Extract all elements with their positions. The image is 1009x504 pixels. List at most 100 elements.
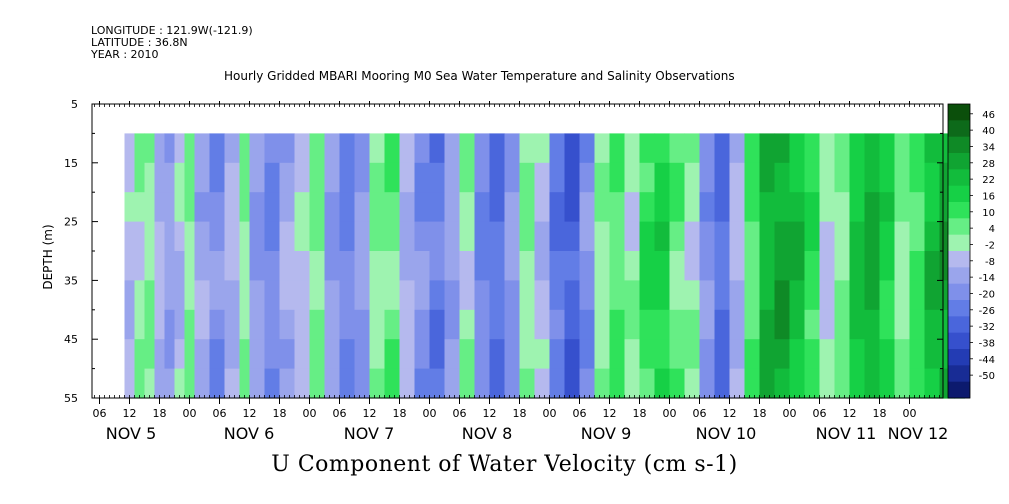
heatmap-cell [564, 192, 581, 223]
colorbar-swatch [948, 120, 970, 138]
heatmap-cell [669, 221, 686, 252]
heatmap-cell [714, 309, 731, 340]
heatmap-cell [909, 133, 926, 164]
heatmap-cell [174, 251, 186, 281]
heatmap-cell [759, 251, 776, 281]
heatmap-cell [879, 133, 896, 164]
colorbar-label: 4 [989, 224, 995, 235]
heatmap-cell [239, 251, 251, 281]
heatmap-cell [924, 309, 941, 340]
colorbar-swatch [948, 234, 970, 252]
heatmap-cell [504, 133, 521, 164]
heatmap-cell [249, 221, 266, 252]
heatmap-cell [564, 133, 581, 164]
y-axis-label: DEPTH (m) [41, 224, 55, 289]
heatmap-cell [209, 280, 226, 311]
heatmap-cell [909, 162, 926, 193]
heatmap-cell [609, 192, 626, 223]
heatmap-cell [924, 368, 941, 399]
heatmap-cell [399, 192, 416, 223]
heatmap-cell [744, 280, 761, 311]
heatmap-cell [684, 368, 701, 399]
colorbar-swatch [948, 202, 970, 219]
heatmap-cell [804, 192, 821, 223]
heatmap-cell [699, 221, 716, 252]
heatmap-cell [894, 339, 911, 370]
heatmap-cell [609, 162, 626, 193]
heatmap-cell [669, 133, 686, 164]
heatmap-cell [624, 251, 641, 281]
heatmap-cell [699, 368, 716, 399]
heatmap-cell [399, 339, 416, 370]
heatmap-cell [264, 280, 281, 311]
heatmap-cell [549, 309, 566, 340]
heatmap-cell [624, 368, 641, 399]
colorbar-swatch [948, 136, 970, 154]
heatmap-cell [579, 133, 596, 164]
heatmap-cell [354, 221, 371, 252]
heatmap-cell [164, 133, 176, 164]
heatmap-cell [774, 162, 791, 193]
heatmap-cell [429, 280, 446, 311]
heatmap-cell [124, 339, 136, 370]
heatmap-cell [154, 368, 166, 399]
heatmap-cell [264, 221, 281, 252]
x-day-label: NOV 12 [888, 424, 949, 443]
heatmap-cell [504, 280, 521, 311]
heatmap-cell [489, 192, 506, 223]
heatmap-cell [834, 368, 851, 399]
x-hour-label: 00 [783, 407, 797, 420]
heatmap-cell [354, 309, 371, 340]
heatmap-cell [714, 162, 731, 193]
heatmap-cell [924, 221, 941, 252]
heatmap-cell [729, 280, 746, 311]
heatmap-cell [209, 251, 226, 281]
heatmap-cell [534, 280, 551, 311]
heatmap-cell [894, 221, 911, 252]
heatmap-cell [774, 280, 791, 311]
heatmap-cell [384, 221, 401, 252]
colorbar-label: -26 [979, 306, 995, 317]
heatmap-cell [924, 339, 941, 370]
heatmap-cell [834, 309, 851, 340]
x-hour-label: 06 [93, 407, 107, 420]
heatmap-cell [249, 280, 266, 311]
heatmap-cell [684, 221, 701, 252]
heatmap-cell [819, 339, 836, 370]
x-hour-label: 12 [723, 407, 737, 420]
heatmap-cell [324, 133, 341, 164]
heatmap-cell [154, 339, 166, 370]
heatmap-cell [184, 280, 196, 311]
x-hour-label: 12 [123, 407, 137, 420]
heatmap-cell [399, 133, 416, 164]
x-hour-label: 06 [213, 407, 227, 420]
heatmap-cell [124, 309, 136, 340]
heatmap-cell [549, 133, 566, 164]
heatmap-cell [774, 221, 791, 252]
heatmap-cell [144, 221, 156, 252]
heatmap-cell [279, 339, 296, 370]
heatmap-cell [459, 280, 476, 311]
heatmap-cell [534, 133, 551, 164]
heatmap-cell [519, 133, 536, 164]
heatmap-cell [594, 368, 611, 399]
heatmap-cell [489, 280, 506, 311]
heatmap-cell [849, 221, 866, 252]
heatmap-cell [729, 251, 746, 281]
heatmap-cell [519, 309, 536, 340]
heatmap-cell [209, 162, 226, 193]
heatmap-cell [339, 192, 356, 223]
heatmap-cell [339, 133, 356, 164]
colorbar-label: 28 [982, 159, 995, 170]
heatmap-cell [444, 133, 461, 164]
heatmap-cell [279, 368, 296, 399]
heatmap-cell [564, 162, 581, 193]
heatmap-cell [264, 251, 281, 281]
heatmap-cell [144, 251, 156, 281]
heatmap-cell [654, 133, 671, 164]
heatmap-cell [414, 251, 431, 281]
heatmap-cell [264, 192, 281, 223]
x-day-label: NOV 8 [462, 424, 513, 443]
heatmap-cell [684, 192, 701, 223]
